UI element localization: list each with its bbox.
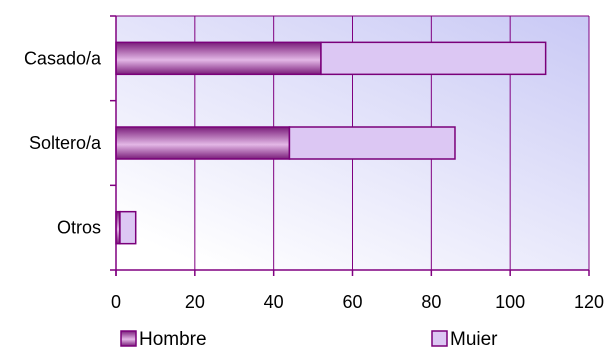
bar-hombre-solteroa [115,126,291,160]
x-tick-label: 100 [495,292,525,312]
legend-swatch-hombre [120,330,137,347]
legend-label-muier: Muier [450,329,498,347]
legend-swatch-muier [431,330,448,347]
bar-muier-casadoa [320,41,547,76]
legend-label-hombre: Hombre [139,329,207,347]
tick-labels: 0 20 40 60 80 100 120 Casado/a Soltero/a Otros [24,48,604,312]
bars [115,41,547,245]
bar-muier-otros [119,210,137,245]
axes [110,15,590,276]
x-tick-label: 80 [421,292,441,312]
x-tick-label: 120 [574,292,604,312]
legend: Hombre Muier [120,329,498,347]
x-tick-label: 20 [185,292,205,312]
y-tick-label: Casado/a [24,48,102,68]
bar-muier-solteroa [288,126,456,160]
y-tick-label: Otros [57,218,101,238]
y-tick-label: Soltero/a [29,133,102,153]
bar-hombre-casadoa [115,41,322,76]
x-tick-label: 60 [342,292,362,312]
x-tick-label: 40 [264,292,284,312]
x-tick-label: 0 [111,292,121,312]
